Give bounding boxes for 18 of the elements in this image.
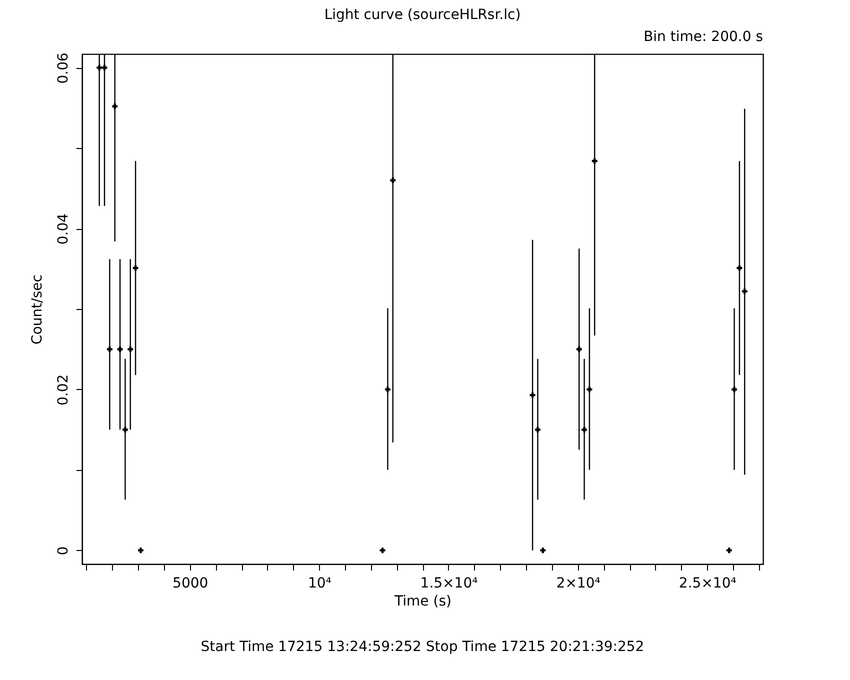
y-axis-title: Count/sec <box>30 274 46 344</box>
point <box>726 548 732 554</box>
x-tick-label: 2×10⁴ <box>556 576 601 592</box>
point <box>380 548 386 554</box>
x-tick-label: 2.5×10⁴ <box>678 576 737 592</box>
y-tick-label: 0.04 <box>56 213 72 245</box>
y-tick-label: 0.02 <box>56 374 72 406</box>
text: Start Time 17215 13:24:59:252 Stop Time 17215 20:21:39:252 <box>200 639 644 655</box>
point <box>540 548 546 554</box>
y-tick-label: 0 <box>56 546 72 556</box>
x-tick-label: 10⁴ <box>308 576 332 592</box>
x-tick-label: 1.5×10⁴ <box>420 576 478 592</box>
point <box>138 548 144 554</box>
y-tick-label: 0.06 <box>56 52 72 84</box>
x-tick-label: 5000 <box>172 576 208 592</box>
chart-title: Light curve (sourceHLRsr.lc) <box>324 7 521 23</box>
x-axis-title: Time (s) <box>394 594 452 610</box>
text: Bin time: 200.0 s <box>644 29 763 45</box>
